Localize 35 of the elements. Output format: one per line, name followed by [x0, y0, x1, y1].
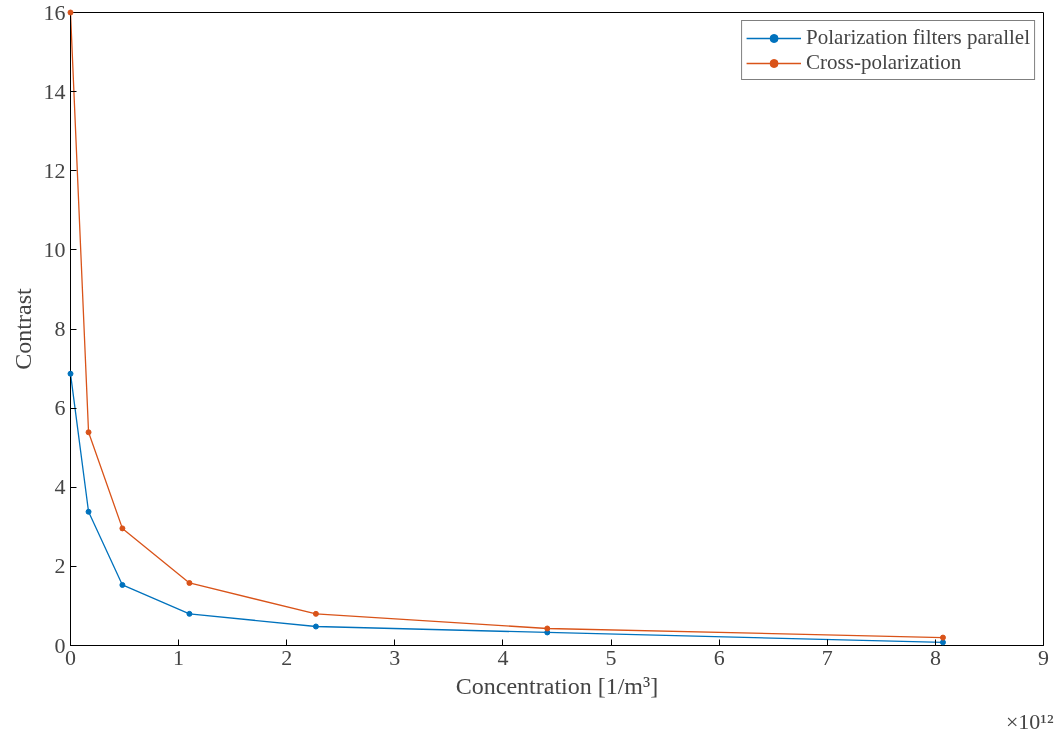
point [312, 610, 319, 617]
x-tick-label: 3 [389, 644, 401, 670]
y-tick-label: 4 [54, 474, 66, 500]
legend-label: Cross-polarization [806, 50, 962, 75]
point [67, 370, 74, 377]
y-axis-title: Contrast [9, 288, 36, 370]
point [85, 508, 92, 515]
text: ×10¹² [1005, 708, 1054, 734]
x-tick-label: 4 [497, 644, 509, 670]
y-tick-label: 6 [54, 395, 66, 421]
x-tick-label: 9 [1038, 644, 1049, 670]
point [186, 580, 193, 586]
point [939, 639, 946, 646]
point [186, 610, 193, 617]
y-tick-label: 2 [54, 553, 66, 579]
point [544, 625, 551, 632]
y-tick-label: 14 [43, 78, 66, 104]
x-tick-label: 6 [713, 644, 725, 670]
x-tick-label: 1 [173, 644, 185, 670]
x-tick-label: 5 [605, 644, 617, 670]
point [67, 9, 74, 16]
point [939, 634, 946, 641]
x-tick-label: 7 [821, 644, 833, 670]
y-tick-label: 10 [43, 236, 66, 262]
x-tick-label: 8 [929, 644, 941, 670]
point [119, 581, 126, 588]
y-tick-label: 12 [43, 157, 66, 183]
x-tick-label: 2 [281, 644, 293, 670]
point [85, 429, 92, 436]
y-tick-label: 8 [54, 316, 66, 341]
point [119, 525, 126, 532]
y-tick-label: 16 [43, 0, 66, 25]
legend-label: Polarization filters parallel [806, 25, 1030, 50]
point [312, 623, 319, 630]
x-axis-title: Concentration [1/m³] [455, 672, 659, 699]
